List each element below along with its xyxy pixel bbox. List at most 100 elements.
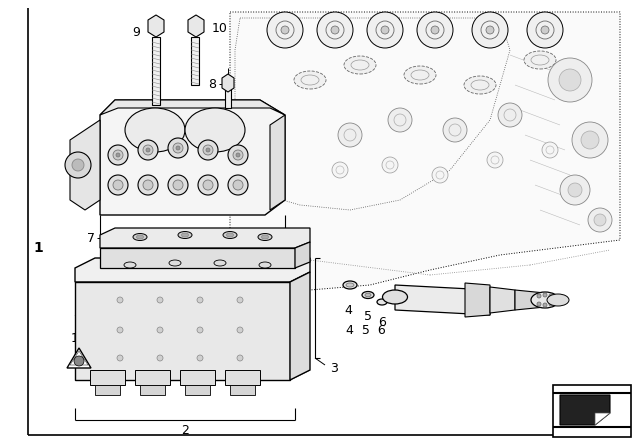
Circle shape <box>176 146 180 150</box>
Circle shape <box>548 58 592 102</box>
Circle shape <box>431 26 439 34</box>
Bar <box>191 37 199 85</box>
Polygon shape <box>140 385 165 395</box>
Polygon shape <box>75 282 290 380</box>
Polygon shape <box>230 385 255 395</box>
Circle shape <box>537 294 541 298</box>
Polygon shape <box>270 115 285 210</box>
Circle shape <box>568 183 582 197</box>
Text: 11: 11 <box>71 332 87 345</box>
Circle shape <box>367 12 403 48</box>
Text: 4: 4 <box>344 303 352 316</box>
Text: 00190226: 00190226 <box>569 428 615 438</box>
Circle shape <box>581 131 599 149</box>
Polygon shape <box>135 370 170 385</box>
Polygon shape <box>100 248 295 268</box>
Circle shape <box>143 145 153 155</box>
Polygon shape <box>595 413 610 425</box>
Circle shape <box>198 175 218 195</box>
Ellipse shape <box>294 71 326 89</box>
Circle shape <box>236 153 240 157</box>
Circle shape <box>527 12 563 48</box>
Polygon shape <box>180 370 215 385</box>
Circle shape <box>173 180 183 190</box>
Ellipse shape <box>185 108 245 152</box>
Circle shape <box>117 297 123 303</box>
Polygon shape <box>100 100 285 115</box>
Polygon shape <box>95 385 120 395</box>
Circle shape <box>281 26 289 34</box>
Circle shape <box>543 293 547 297</box>
Circle shape <box>173 143 183 153</box>
Text: 6: 6 <box>378 315 386 328</box>
Polygon shape <box>100 228 310 248</box>
Circle shape <box>197 327 203 333</box>
Circle shape <box>116 153 120 157</box>
Ellipse shape <box>362 292 374 298</box>
Text: 10: 10 <box>212 22 228 34</box>
Circle shape <box>65 152 91 178</box>
Circle shape <box>381 26 389 34</box>
Circle shape <box>143 180 153 190</box>
Circle shape <box>559 69 581 91</box>
Circle shape <box>537 302 541 306</box>
Circle shape <box>203 145 213 155</box>
Circle shape <box>543 303 547 307</box>
Circle shape <box>472 12 508 48</box>
Ellipse shape <box>227 233 234 237</box>
Bar <box>553 385 631 437</box>
Ellipse shape <box>531 292 559 308</box>
Polygon shape <box>188 15 204 37</box>
Polygon shape <box>490 287 515 313</box>
Circle shape <box>588 208 612 232</box>
Bar <box>225 88 231 108</box>
Circle shape <box>572 122 608 158</box>
Polygon shape <box>295 242 310 268</box>
Circle shape <box>237 355 243 361</box>
Ellipse shape <box>346 283 354 287</box>
Text: 2: 2 <box>181 423 189 436</box>
Circle shape <box>594 214 606 226</box>
Polygon shape <box>465 283 490 317</box>
Ellipse shape <box>464 76 496 94</box>
Circle shape <box>233 150 243 160</box>
Circle shape <box>228 145 248 165</box>
Circle shape <box>228 175 248 195</box>
Circle shape <box>168 175 188 195</box>
Circle shape <box>157 327 163 333</box>
Circle shape <box>338 123 362 147</box>
Polygon shape <box>100 100 285 215</box>
Circle shape <box>332 162 348 178</box>
Ellipse shape <box>377 299 387 305</box>
Ellipse shape <box>383 290 408 304</box>
Circle shape <box>117 327 123 333</box>
Circle shape <box>138 140 158 160</box>
Text: ⚠: ⚠ <box>76 358 82 364</box>
Ellipse shape <box>178 232 192 238</box>
Ellipse shape <box>223 232 237 238</box>
Circle shape <box>146 148 150 152</box>
Ellipse shape <box>125 108 185 152</box>
Polygon shape <box>90 370 125 385</box>
Polygon shape <box>70 120 100 210</box>
Circle shape <box>542 142 558 158</box>
Ellipse shape <box>182 233 189 237</box>
Circle shape <box>487 152 503 168</box>
Circle shape <box>541 26 549 34</box>
Polygon shape <box>75 258 310 282</box>
Ellipse shape <box>214 260 226 266</box>
Circle shape <box>233 180 243 190</box>
Circle shape <box>388 108 412 132</box>
Circle shape <box>549 302 553 306</box>
Circle shape <box>203 180 213 190</box>
Text: 3: 3 <box>330 362 338 375</box>
Polygon shape <box>185 385 210 395</box>
Polygon shape <box>560 395 610 425</box>
Circle shape <box>486 26 494 34</box>
Text: 1: 1 <box>33 241 43 255</box>
Text: 7: 7 <box>87 232 95 245</box>
Circle shape <box>560 175 590 205</box>
Circle shape <box>113 180 123 190</box>
Circle shape <box>113 150 123 160</box>
Circle shape <box>549 294 553 298</box>
